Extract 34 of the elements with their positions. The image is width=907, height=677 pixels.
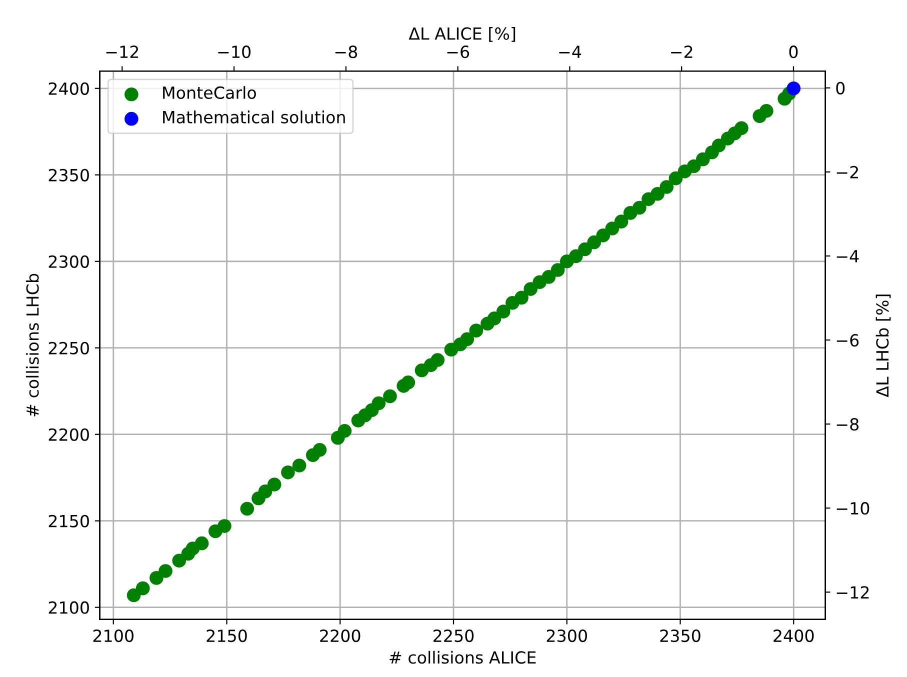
y-tick-label: 2100 [48,601,89,614]
x-tick-label: 2300 [546,629,587,642]
y2-axis-title: ΔL LHCb [%] [876,294,891,398]
y-tick-label: 2300 [48,255,89,268]
y-tick-label: 2350 [48,168,89,182]
y2-tick-label: −6 [836,334,859,347]
x2-tick-label: −10 [218,46,251,58]
y2-tick-label: −12 [836,586,869,598]
x-tick-label: 2100 [93,629,134,642]
x-tick-label: 2350 [660,629,700,642]
x2-tick-label: 0 [789,46,798,58]
y2-tick-label: −8 [836,418,859,431]
x2-tick-label: −8 [335,46,358,58]
y-axis-title: # collisions LHCb [26,274,39,416]
x2-tick-label: −4 [559,46,582,58]
x-tick-label: 2200 [320,629,360,642]
y-tick-label: 2250 [48,342,89,354]
y2-tick-label: 0 [836,82,845,94]
x-tick-label: 2400 [774,629,814,642]
x2-axis-title: ΔL ALICE [%] [408,27,516,42]
x2-tick-label: −6 [447,46,470,58]
legend-label: Mathematical solution [163,110,345,124]
x-tick-label: 2250 [434,629,474,642]
x2-tick-label: −12 [106,46,138,58]
y-tick-label: 2200 [48,428,89,441]
y2-tick-label: −10 [836,502,870,515]
x-tick-label: 2150 [206,629,247,642]
x2-tick-label: −2 [671,46,692,58]
y2-tick-label: −4 [836,250,859,262]
y-tick-label: 2150 [48,514,89,528]
y2-tick-label: −2 [836,166,858,178]
y-tick-label: 2400 [48,82,89,95]
x-axis-title: # collisions ALICE [390,650,536,664]
legend-label: MonteCarlo [163,86,256,99]
